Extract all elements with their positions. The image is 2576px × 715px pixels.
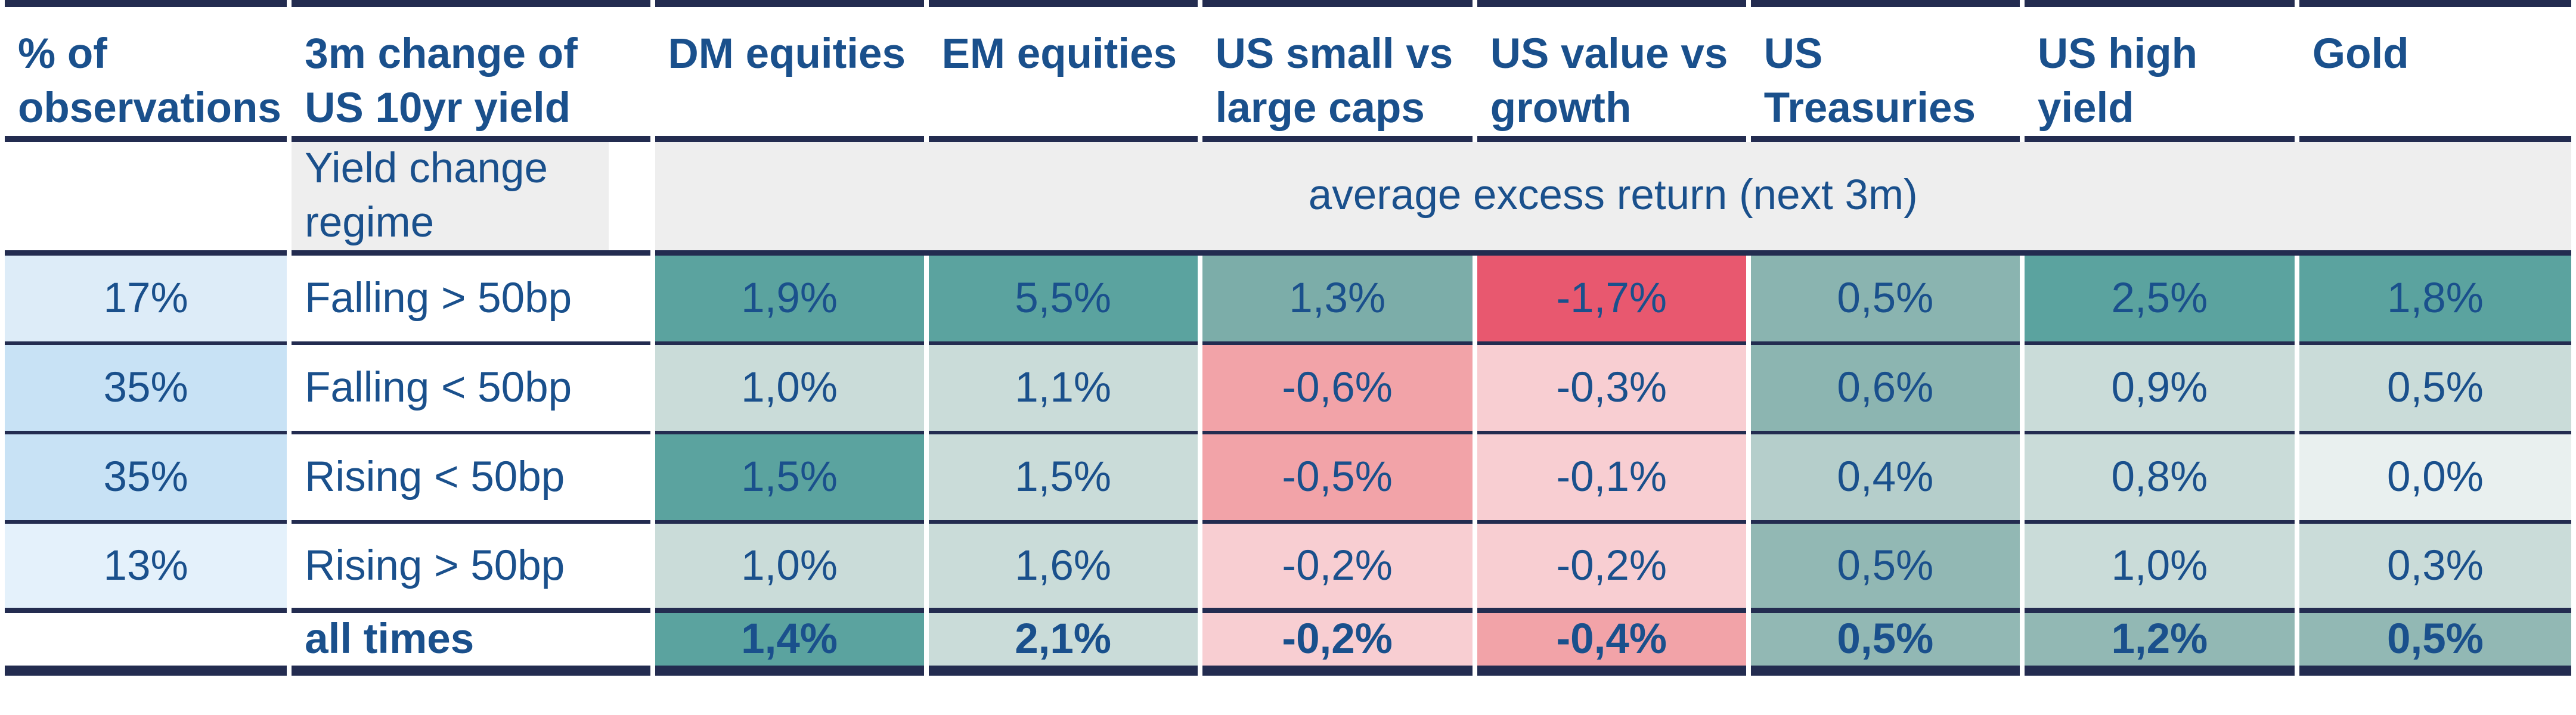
heatmap-cell: 1,5%: [928, 434, 1198, 524]
col-header-dm-equities: DM equities: [655, 0, 924, 142]
heatmap-cell: 1,5%: [655, 434, 924, 524]
heatmap-cell: 0,5%: [2299, 613, 2571, 676]
row-falling-gt-50bp: 17% Falling > 50bp 1,9% 5,5% 1,3% -1,7% …: [5, 255, 2571, 345]
col-header-gold: Gold: [2299, 0, 2571, 142]
heatmap-cell: -1,7%: [1477, 255, 1746, 345]
heatmap-cell: 0,3%: [2299, 523, 2571, 613]
heatmap-cell: 1,9%: [655, 255, 924, 345]
heatmap-cell: -0,1%: [1477, 434, 1746, 524]
col-header-em-equities: EM equities: [928, 0, 1198, 142]
heatmap-cell: 5,5%: [928, 255, 1198, 345]
col-header-us-high-yield: US high yield: [2024, 0, 2295, 142]
regime-cell: Falling > 50bp: [292, 256, 650, 345]
heatmap-cell: -0,2%: [1202, 613, 1473, 676]
col-header-us-treasuries: US Treasuries: [1750, 0, 2020, 142]
heatmap-cell: 0,5%: [2299, 344, 2571, 434]
heatmap-cell: 1,0%: [655, 523, 924, 613]
heatmap-cell: -0,6%: [1202, 344, 1473, 434]
heatmap-cell: -0,5%: [1202, 434, 1473, 524]
col-header-yield-change: 3m change of US 10yr yield: [292, 0, 650, 142]
heatmap-cell: -0,2%: [1202, 523, 1473, 613]
heatmap-cell: 0,9%: [2024, 344, 2295, 434]
heatmap-cell: 0,4%: [1750, 434, 2020, 524]
row-all-times: all times 1,4% 2,1% -0,2% -0,4% 0,5% 1,2…: [5, 613, 2571, 676]
regime-cell: Falling < 50bp: [292, 345, 650, 434]
col-header-pct-observations: % of observations: [5, 0, 287, 142]
heatmap-cell: -0,3%: [1477, 344, 1746, 434]
heatmap-cell: 2,5%: [2024, 255, 2295, 345]
heatmap-cell: 1,8%: [2299, 255, 2571, 345]
footer-spacer: [5, 613, 287, 676]
heatmap-cell: 1,0%: [2024, 523, 2295, 613]
heatmap-cell: 0,5%: [1750, 523, 2020, 613]
heatmap-cell: 1,6%: [928, 523, 1198, 613]
heatmap-cell: 0,0%: [2299, 434, 2571, 524]
heatmap-cell: 0,5%: [1750, 255, 2020, 345]
observations-cell: 35%: [5, 434, 287, 524]
row-falling-lt-50bp: 35% Falling < 50bp 1,0% 1,1% -0,6% -0,3%…: [5, 344, 2571, 434]
header-row: % of observations 3m change of US 10yr y…: [5, 0, 2571, 142]
subheader-band-label: average excess return (next 3m): [655, 141, 2571, 256]
heatmap-cell: 1,4%: [655, 613, 924, 676]
col-header-us-value-vs-growth: US value vs growth: [1477, 0, 1746, 142]
heatmap-cell: -0,2%: [1477, 523, 1746, 613]
regime-cell: Rising > 50bp: [292, 524, 650, 613]
row-rising-gt-50bp: 13% Rising > 50bp 1,0% 1,6% -0,2% -0,2% …: [5, 523, 2571, 613]
heatmap-cell: 1,3%: [1202, 255, 1473, 345]
heatmap-cell: 0,6%: [1750, 344, 2020, 434]
heatmap-cell: -0,4%: [1477, 613, 1746, 676]
regime-cell: Rising < 50bp: [292, 434, 650, 524]
subheader-regime-label: Yield change regime: [292, 141, 650, 256]
subheader-spacer: [5, 142, 287, 256]
heatmap-cell: 1,2%: [2024, 613, 2295, 676]
col-header-us-small-vs-large: US small vs large caps: [1202, 0, 1473, 142]
all-times-label: all times: [292, 613, 650, 676]
heatmap-cell: 1,0%: [655, 344, 924, 434]
heatmap-cell: 1,1%: [928, 344, 1198, 434]
row-rising-lt-50bp: 35% Rising < 50bp 1,5% 1,5% -0,5% -0,1% …: [5, 434, 2571, 524]
observations-cell: 35%: [5, 344, 287, 434]
heatmap-cell: 2,1%: [928, 613, 1198, 676]
heatmap-cell: 0,5%: [1750, 613, 2020, 676]
observations-cell: 17%: [5, 255, 287, 345]
heatmap-cell: 0,8%: [2024, 434, 2295, 524]
subheader-row: Yield change regime average excess retur…: [5, 141, 2571, 256]
yield-regime-heatmap-table: % of observations 3m change of US 10yr y…: [5, 0, 2571, 676]
observations-cell: 13%: [5, 523, 287, 613]
